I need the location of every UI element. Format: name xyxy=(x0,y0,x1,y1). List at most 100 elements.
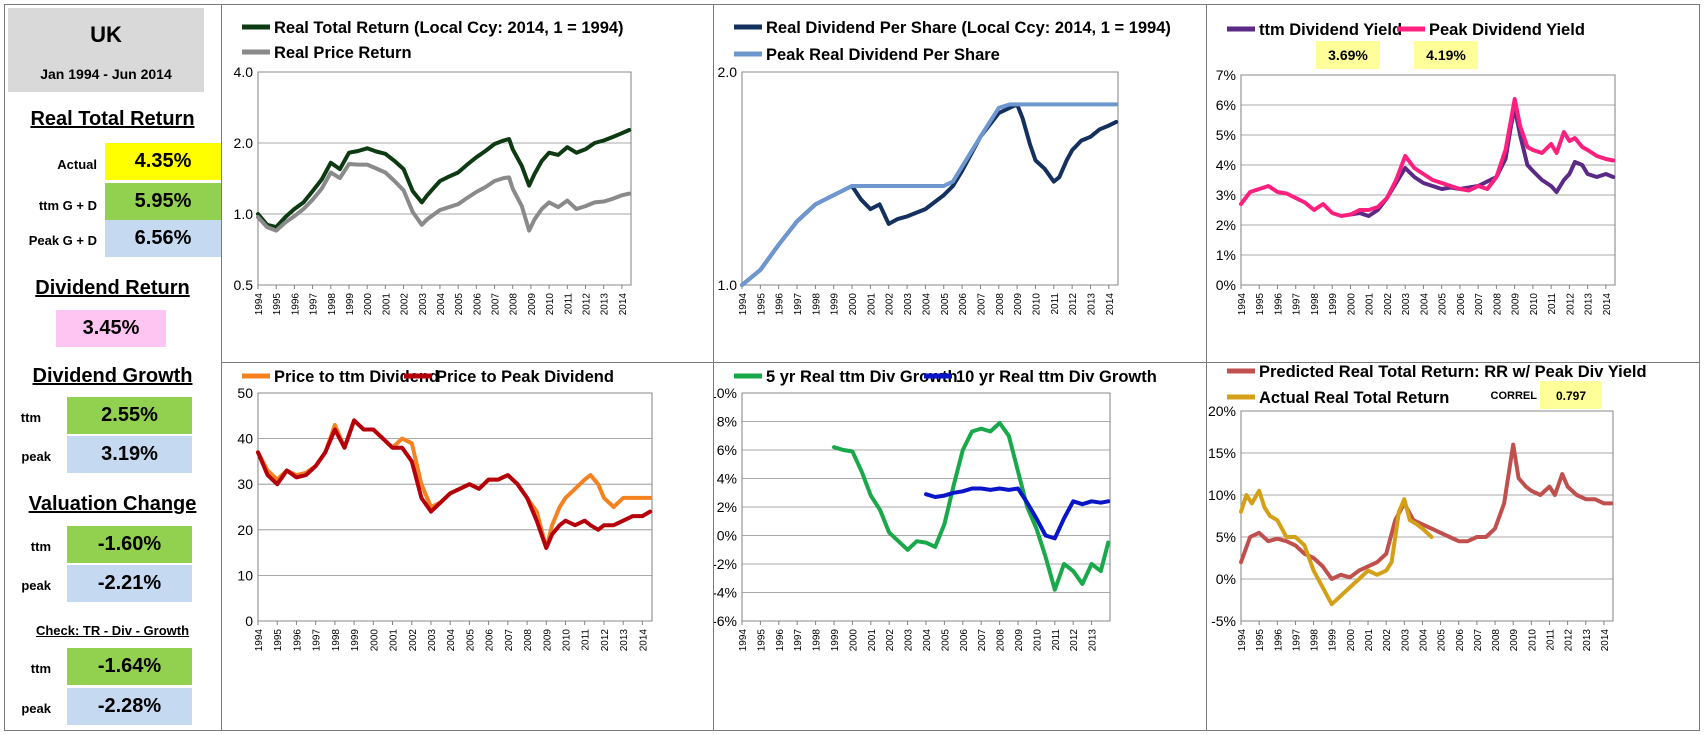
y-tick-label: 2.0 xyxy=(234,135,254,151)
series-line-0 xyxy=(1348,106,1616,218)
x-tick-label: 2014 xyxy=(1600,629,1611,652)
correl-value: 0.797 xyxy=(1556,389,1586,403)
series-line-0 xyxy=(832,420,1111,592)
y-tick-label: 5% xyxy=(1216,127,1236,143)
x-tick-label: 2006 xyxy=(958,293,969,316)
x-tick-label: 2005 xyxy=(465,629,476,652)
x-tick-label: 1999 xyxy=(830,293,841,316)
x-tick-label: 2013 xyxy=(1584,293,1595,316)
x-tick-label: 1997 xyxy=(309,293,320,316)
rtr-row-label-2: Peak G + D xyxy=(28,233,97,248)
check-row-label-0: ttm xyxy=(30,661,51,676)
x-tick-label: 1995 xyxy=(1255,293,1266,316)
legend-label: 5 yr Real ttm Div Growth xyxy=(766,368,958,386)
rtr-ttm-value: 5.95% xyxy=(105,183,221,220)
x-tick-label: 1999 xyxy=(1328,629,1339,652)
x-tick-label: 2000 xyxy=(369,629,380,652)
rtr-row-label-1: ttm G + D xyxy=(38,198,97,213)
series-line-1 xyxy=(924,486,1111,541)
legend-label: Real Dividend Per Share (Local Ccy: 2014… xyxy=(766,19,1171,37)
x-tick-label: 2000 xyxy=(848,293,859,316)
x-tick-label: 2005 xyxy=(940,293,951,316)
x-tick-label: 1998 xyxy=(1310,629,1321,652)
x-tick-label: 2008 xyxy=(1491,629,1502,652)
y-tick-label: 6% xyxy=(717,442,737,458)
x-tick-label: 2014 xyxy=(618,293,629,316)
plot-area xyxy=(257,392,653,622)
plot-area xyxy=(1240,74,1616,286)
legend-label: Price to ttm Dividend xyxy=(274,368,439,386)
x-tick-label: 2012 xyxy=(1564,629,1575,652)
x-tick-label: 2009 xyxy=(1013,293,1024,316)
x-tick-label: 2005 xyxy=(1438,293,1449,316)
rtr-peak-value: 6.56% xyxy=(105,220,221,257)
y-tick-label: 50 xyxy=(237,385,253,401)
x-tick-label: 1998 xyxy=(1310,293,1321,316)
y-tick-label: 2% xyxy=(1216,217,1236,233)
x-tick-label: 2003 xyxy=(427,629,438,652)
divider-mid2 xyxy=(1206,5,1207,731)
x-tick-label: 1995 xyxy=(756,293,767,316)
x-tick-label: 2008 xyxy=(995,293,1006,316)
check-ttm-value: -1.64% xyxy=(67,648,192,685)
callout-value: 4.19% xyxy=(1426,47,1466,63)
legend-label: Actual Real Total Return xyxy=(1259,389,1449,407)
y-tick-label: -5% xyxy=(1211,613,1236,629)
x-tick-label: 1998 xyxy=(811,293,822,316)
x-tick-label: 2009 xyxy=(1509,629,1520,652)
x-tick-label: 1998 xyxy=(331,629,342,652)
x-tick-label: 2013 xyxy=(1086,293,1097,316)
x-tick-label: 1994 xyxy=(738,293,749,316)
y-tick-label: 0% xyxy=(1216,277,1236,293)
series-line-1 xyxy=(740,102,1119,287)
vc-row-label-0: ttm xyxy=(30,539,51,554)
x-tick-label: 2008 xyxy=(523,629,534,652)
legend-label: ttm Dividend Yield xyxy=(1259,21,1402,39)
x-tick-label: 2007 xyxy=(504,629,515,652)
x-tick-label: 2010 xyxy=(1032,629,1043,652)
callout-box xyxy=(1316,41,1380,69)
x-tick-label: 1999 xyxy=(350,629,361,652)
y-tick-label: 1.0 xyxy=(234,206,254,222)
correl-label: CORREL xyxy=(1491,390,1538,402)
chart-predicted-return: 20% 15% 10% 5% 0% -5%1994 1995 1996 1997 1998 1999… xyxy=(1208,363,1647,652)
series-line-0 xyxy=(1239,442,1614,581)
x-tick-label: 2006 xyxy=(959,629,970,652)
x-tick-label: 2008 xyxy=(996,629,1007,652)
x-tick-label: 2004 xyxy=(436,293,447,316)
x-tick-label: 2010 xyxy=(545,293,556,316)
y-tick-label: 40 xyxy=(237,431,253,447)
x-tick-label: 1998 xyxy=(327,293,338,316)
x-tick-label: 2013 xyxy=(1582,629,1593,652)
divider-row xyxy=(221,362,1700,363)
x-tick-label: 2005 xyxy=(454,293,465,316)
x-tick-label: 2008 xyxy=(509,293,520,316)
dg-peak-value: 3.19% xyxy=(67,436,192,473)
y-tick-label: 4% xyxy=(717,471,737,487)
series-line-0 xyxy=(256,128,632,230)
x-tick-label: 2001 xyxy=(867,629,878,652)
y-tick-label: 2.0 xyxy=(718,64,738,80)
x-tick-label: 2013 xyxy=(600,293,611,316)
legend-label: Predicted Real Total Return: RR w/ Peak … xyxy=(1259,363,1647,381)
legend-label: Real Total Return (Local Ccy: 2014, 1 = … xyxy=(274,19,624,37)
x-tick-label: 2001 xyxy=(866,293,877,316)
real-total-return-heading: Real Total Return xyxy=(30,108,195,130)
x-tick-label: 2011 xyxy=(1545,629,1556,651)
x-tick-label: 2009 xyxy=(1511,293,1522,316)
check-row-label-1: peak xyxy=(21,701,51,716)
y-tick-label: 2% xyxy=(717,499,737,515)
y-tick-label: 3% xyxy=(1216,187,1236,203)
x-tick-label: 2004 xyxy=(922,629,933,652)
divider-mid1 xyxy=(713,5,714,731)
x-tick-label: 2000 xyxy=(848,629,859,652)
x-tick-label: 2004 xyxy=(921,293,932,316)
legend-label: Peak Dividend Yield xyxy=(1429,21,1585,39)
y-tick-label: 10 xyxy=(237,567,253,583)
x-tick-label: 1994 xyxy=(1237,293,1248,316)
y-tick-label: -4% xyxy=(714,585,737,601)
y-tick-label: -6% xyxy=(714,613,737,629)
dg-row-label-0: ttm xyxy=(20,410,41,425)
dividend-return-heading: Dividend Return xyxy=(35,277,190,299)
